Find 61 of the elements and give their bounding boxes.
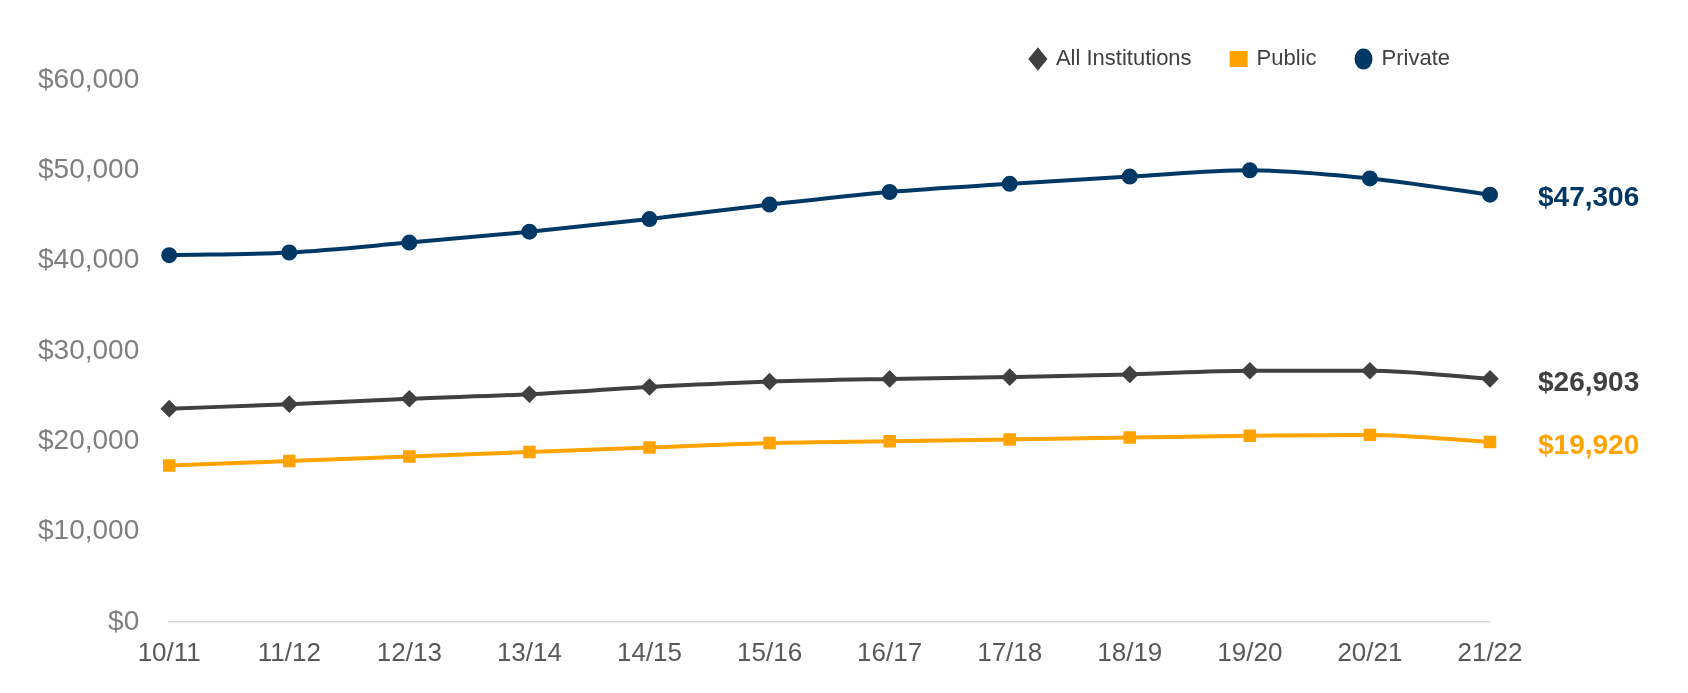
x-tick-label: 16/17	[857, 636, 923, 667]
point	[1482, 370, 1498, 387]
legend-label: Private	[1381, 45, 1451, 71]
point	[761, 373, 778, 390]
point	[283, 454, 296, 468]
point	[1001, 369, 1018, 386]
point	[281, 244, 298, 261]
point	[1483, 435, 1497, 449]
point	[521, 386, 538, 403]
point	[1003, 433, 1016, 446]
x-tick-label: 21/22	[1457, 636, 1523, 667]
point	[1121, 168, 1138, 185]
point	[281, 396, 298, 413]
x-tick-label: 10/11	[137, 636, 201, 667]
y-tick-label: $30,000	[37, 333, 140, 365]
x-tick-label: 17/18	[977, 636, 1043, 667]
x-tick-label: 18/19	[1097, 636, 1163, 667]
point	[161, 400, 178, 417]
point	[161, 247, 178, 264]
x-tick-label: 13/14	[496, 636, 562, 667]
point	[641, 211, 658, 228]
x-tick-label: 19/20	[1217, 636, 1283, 667]
point	[1243, 429, 1257, 443]
point	[401, 234, 418, 251]
point	[1241, 362, 1258, 379]
point	[881, 183, 898, 200]
y-tick-label: $60,000	[37, 62, 140, 94]
point	[641, 379, 658, 396]
data-label: $47,306	[1538, 181, 1640, 213]
point	[521, 223, 538, 240]
data-label: $19,920	[1538, 428, 1640, 460]
point	[1363, 428, 1377, 442]
x-tick-label: 12/13	[376, 636, 442, 667]
x-tick-label: 14/15	[616, 636, 683, 667]
point	[162, 459, 176, 472]
x-tick-label: 11/12	[257, 636, 321, 667]
point	[883, 434, 896, 448]
x-tick-label: 15/16	[737, 636, 803, 667]
point	[1361, 362, 1378, 379]
y-tick-label: $10,000	[37, 514, 140, 546]
y-tick-label: $40,000	[37, 243, 140, 275]
x-tick-label: 20/21	[1337, 636, 1403, 667]
point	[1241, 162, 1258, 179]
point	[401, 390, 418, 407]
data-label: $26,903	[1538, 365, 1640, 397]
y-tick-label: $0	[108, 604, 140, 636]
point	[523, 445, 536, 459]
point	[881, 370, 898, 387]
point	[1001, 175, 1018, 192]
point	[643, 441, 656, 454]
y-tick-label: $20,000	[37, 423, 140, 455]
point	[1482, 186, 1498, 203]
point	[763, 436, 776, 450]
legend-label: All Institutions	[1055, 45, 1192, 71]
legend-label: Public	[1256, 45, 1317, 71]
point	[761, 196, 778, 213]
point	[403, 450, 416, 463]
point	[1123, 431, 1137, 444]
point	[1121, 366, 1138, 383]
y-tick-label: $50,000	[37, 153, 140, 185]
point	[1361, 170, 1378, 187]
